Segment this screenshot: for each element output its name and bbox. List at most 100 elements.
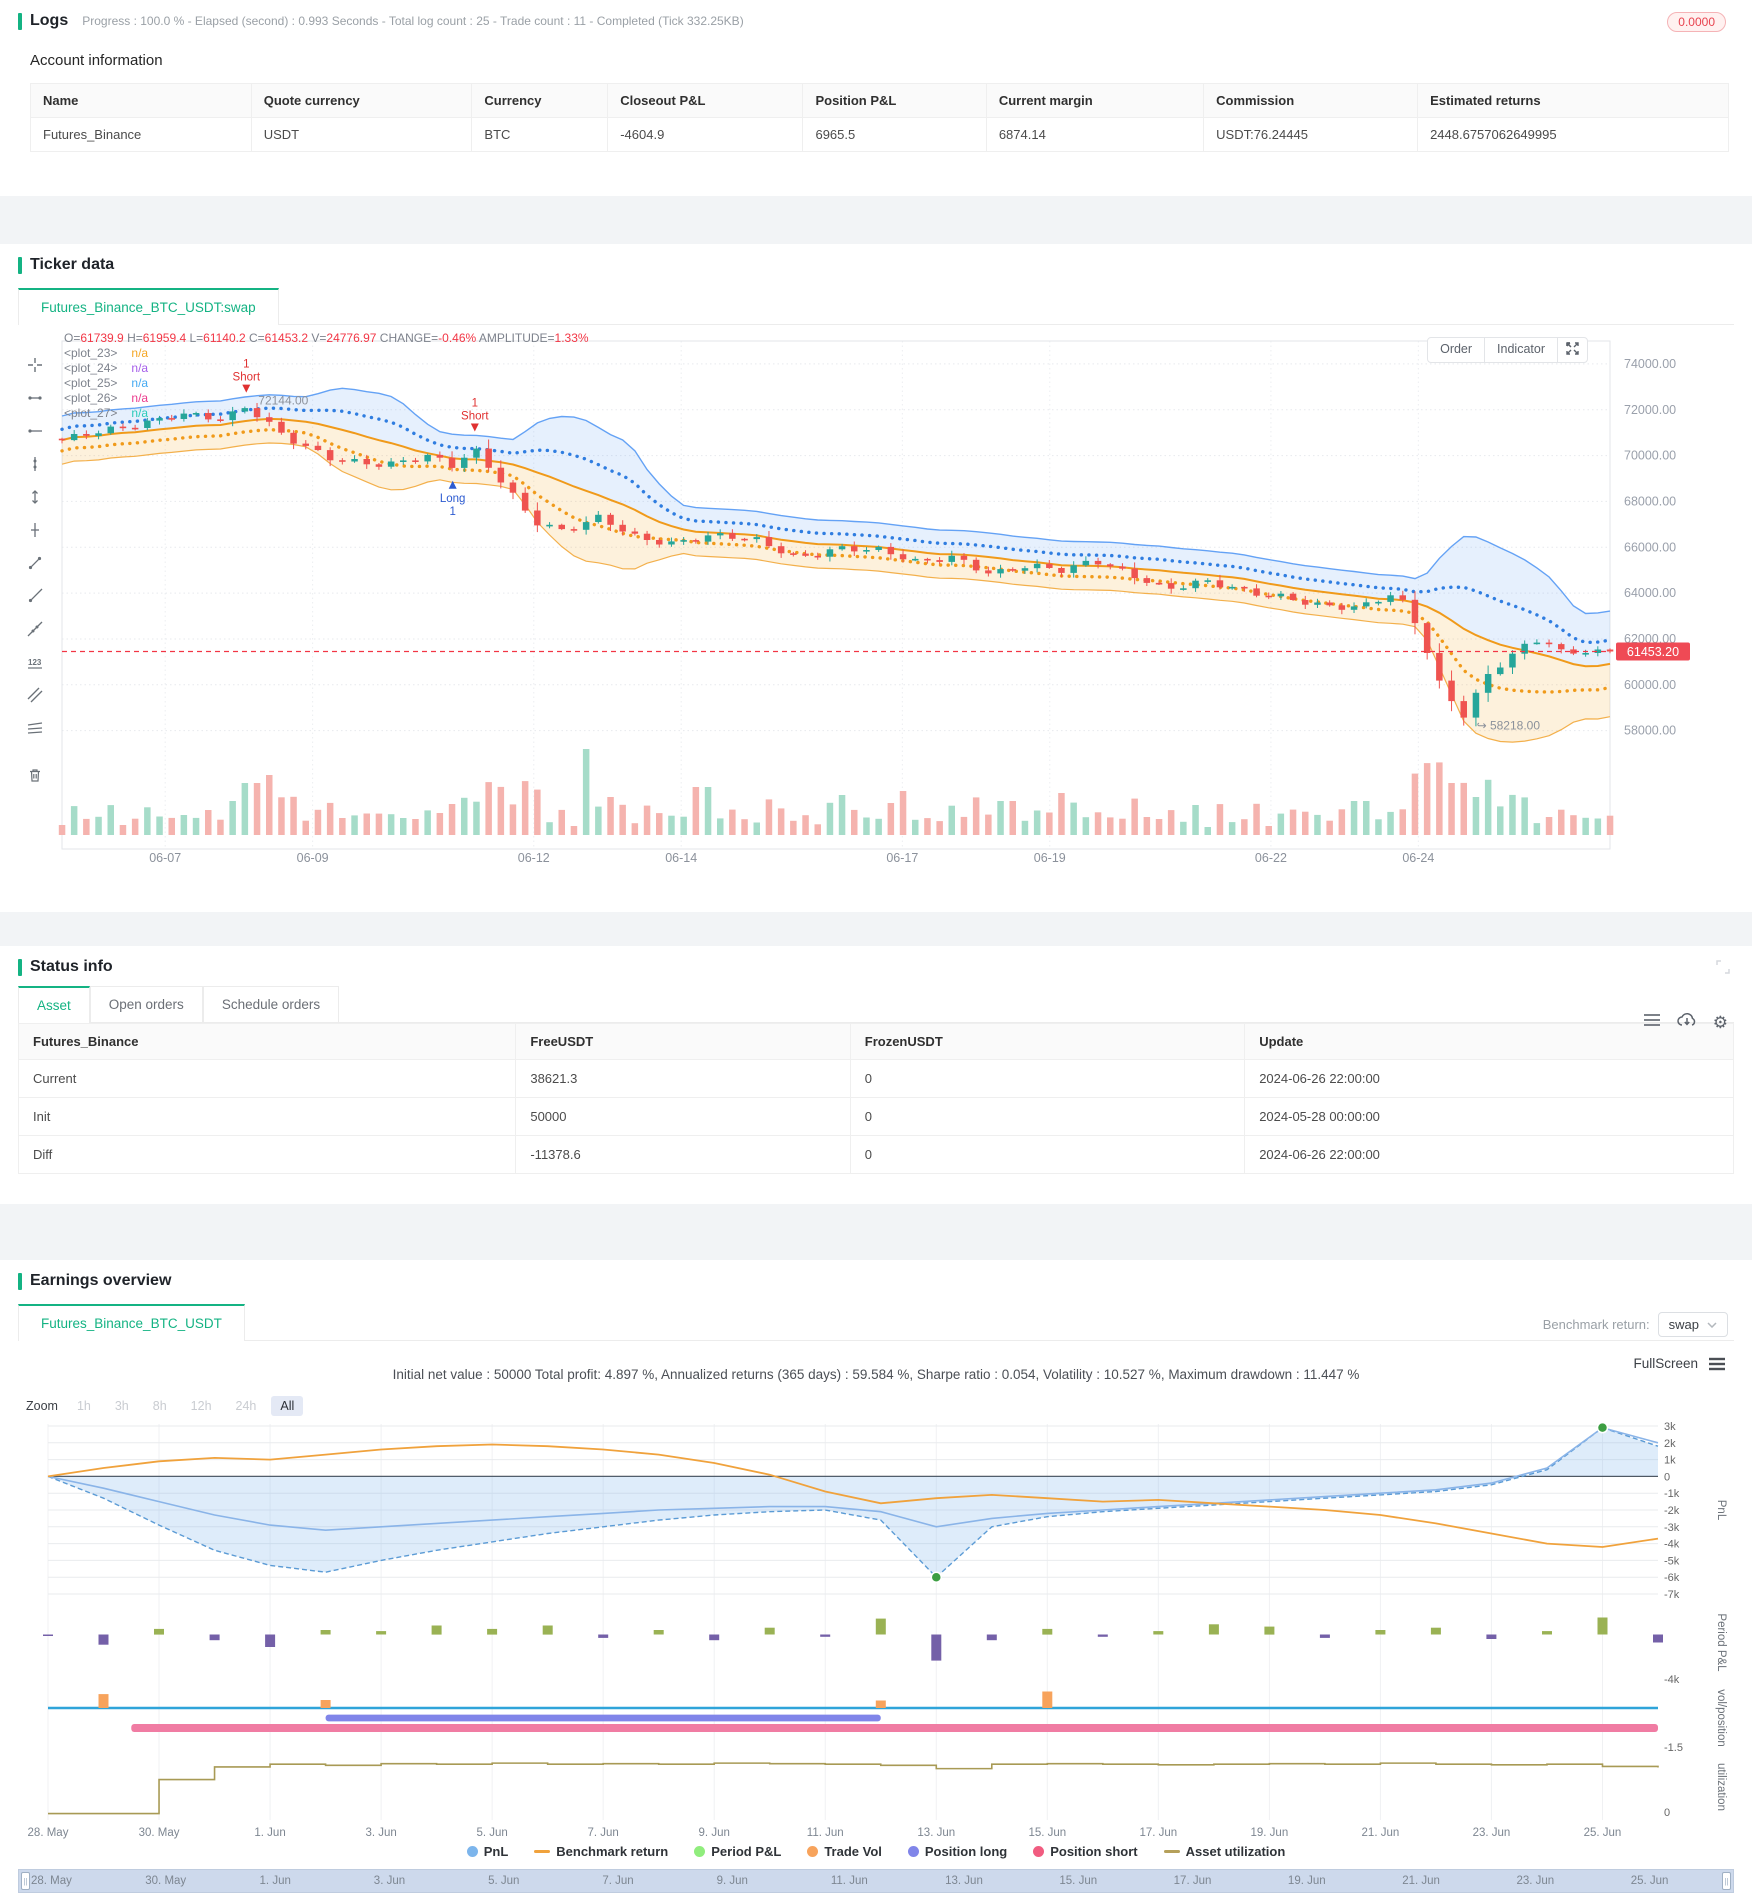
legend-label: Position short bbox=[1050, 1844, 1138, 1859]
cloud-download-icon[interactable] bbox=[1677, 1012, 1697, 1033]
extended-line-tool-icon[interactable] bbox=[24, 619, 46, 639]
col-header: Update bbox=[1244, 1023, 1734, 1060]
legend-item-period-p-l[interactable]: Period P&L bbox=[694, 1844, 781, 1859]
chart-navigator[interactable]: || 28. May 30. May 1. Jun 3. Jun 5. Jun 7. Ju… bbox=[18, 1869, 1734, 1893]
svg-text:61453.20: 61453.20 bbox=[1627, 645, 1679, 659]
parallel-channel-tool-icon[interactable] bbox=[24, 685, 46, 705]
earnings-overview-section: Earnings overview Futures_Binance_BTC_US… bbox=[0, 1260, 1752, 1898]
chart-expand-button[interactable] bbox=[1558, 338, 1587, 362]
ohlc-value: 1.33% bbox=[554, 331, 589, 345]
svg-text:3. Jun: 3. Jun bbox=[365, 1827, 396, 1839]
navigator-labels: 28. May 30. May 1. Jun 3. Jun 5. Jun 7. Jun 9.… bbox=[19, 1875, 1733, 1887]
svg-text:-6k: -6k bbox=[1664, 1572, 1680, 1584]
cell-closeout-pnl: -4604.9 bbox=[607, 117, 804, 152]
legend-marker-icon bbox=[807, 1846, 819, 1857]
plot-legend-row: <plot_27> n/a bbox=[64, 406, 149, 420]
tab-open-orders[interactable]: Open orders bbox=[89, 986, 203, 1022]
zoom-option-all[interactable]: All bbox=[271, 1396, 304, 1416]
cell-frozen-usdt: 0 bbox=[849, 1059, 1246, 1098]
logs-title: Logs bbox=[30, 12, 69, 29]
height-ruler-tool-icon[interactable] bbox=[24, 487, 46, 507]
legend-item-asset-utilization[interactable]: Asset utilization bbox=[1163, 1844, 1285, 1859]
svg-text:60000.00: 60000.00 bbox=[1624, 678, 1676, 692]
ohlc-label: C= bbox=[248, 331, 265, 345]
trend-line-tool-icon[interactable] bbox=[24, 553, 46, 573]
zoom-option-3h[interactable]: 3h bbox=[114, 1399, 129, 1413]
tab-asset[interactable]: Asset bbox=[18, 986, 90, 1023]
crosshair-tool-icon[interactable] bbox=[24, 355, 46, 375]
legend-label: Position long bbox=[924, 1844, 1008, 1859]
account-table: Name Quote currency Currency Closeout P&… bbox=[30, 83, 1729, 152]
legend-item-position-short[interactable]: Position short bbox=[1033, 1844, 1138, 1859]
fullscreen-button[interactable]: FullScreen bbox=[1633, 1356, 1726, 1371]
svg-text:Period P&L: Period P&L bbox=[1715, 1613, 1727, 1672]
navigator-left-handle[interactable]: || bbox=[21, 1872, 30, 1890]
zoom-option-12h[interactable]: 12h bbox=[190, 1399, 212, 1413]
navigator-date-label: 5. Jun bbox=[488, 1875, 520, 1887]
svg-text:utilization: utilization bbox=[1715, 1763, 1727, 1811]
col-header: Current margin bbox=[985, 83, 1205, 118]
tab-earnings-symbol[interactable]: Futures_Binance_BTC_USDT bbox=[18, 1304, 245, 1341]
svg-text:23. Jun: 23. Jun bbox=[1473, 1827, 1511, 1839]
navigator-date-label: 1. Jun bbox=[259, 1875, 291, 1887]
benchmark-return-label: Benchmark return: bbox=[1542, 1317, 1650, 1332]
order-button[interactable]: Order bbox=[1428, 338, 1486, 362]
navigator-right-handle[interactable]: || bbox=[1722, 1872, 1731, 1890]
svg-text:↪ 58218.00: ↪ 58218.00 bbox=[1477, 719, 1541, 733]
legend-marker-icon bbox=[907, 1846, 919, 1857]
status-info-title: Status info bbox=[30, 958, 113, 975]
svg-text:-4k: -4k bbox=[1664, 1674, 1680, 1686]
legend-marker-icon bbox=[466, 1846, 478, 1857]
fullscreen-label: FullScreen bbox=[1633, 1356, 1698, 1371]
trend-point-tool-icon[interactable] bbox=[24, 388, 46, 408]
indicator-button[interactable]: Indicator bbox=[1485, 338, 1558, 362]
tab-ticker-symbol[interactable]: Futures_Binance_BTC_USDT:swap bbox=[18, 288, 279, 325]
date-range-tool-icon[interactable] bbox=[24, 520, 46, 540]
zoom-option-8h[interactable]: 8h bbox=[152, 1399, 167, 1413]
svg-text:5. Jun: 5. Jun bbox=[476, 1827, 507, 1839]
cell-estimated-returns: 2448.6757062649995 bbox=[1417, 117, 1729, 152]
pattern-lines-tool-icon[interactable] bbox=[24, 718, 46, 738]
navigator-date-label: 30. May bbox=[145, 1875, 187, 1887]
tab-schedule-orders[interactable]: Schedule orders bbox=[202, 986, 340, 1022]
ray-line-tool-icon[interactable] bbox=[24, 586, 46, 606]
table-row-init: Init 50000 0 2024-05-28 00:00:00 bbox=[17, 1097, 1734, 1136]
zoom-option-1h[interactable]: 1h bbox=[76, 1399, 91, 1413]
legend-item-benchmark-return[interactable]: Benchmark return bbox=[534, 1844, 668, 1859]
vertical-line-tool-icon[interactable] bbox=[24, 454, 46, 474]
cell-free-usdt: -11378.6 bbox=[515, 1135, 851, 1174]
ticker-chart-svg[interactable]: 74000.00 72000.00 70000.00 68000.00 66000.00… bbox=[52, 329, 1732, 865]
col-header: Position P&L bbox=[802, 83, 987, 118]
svg-text:1k: 1k bbox=[1664, 1455, 1676, 1467]
zoom-option-24h[interactable]: 24h bbox=[235, 1399, 257, 1413]
menu-icon[interactable] bbox=[1643, 1013, 1661, 1032]
svg-text:06-17: 06-17 bbox=[886, 851, 918, 865]
logs-section: Logs Progress : 100.0 % - Elapsed (secon… bbox=[0, 0, 1752, 196]
navigator-date-label: 28. May bbox=[31, 1875, 72, 1887]
svg-text:-7k: -7k bbox=[1664, 1589, 1680, 1601]
legend-item-position-long[interactable]: Position long bbox=[907, 1844, 1008, 1859]
svg-text:72144.00: 72144.00 bbox=[258, 393, 308, 407]
status-info-section: Status info Asset Open orders Schedule o… bbox=[0, 946, 1752, 1204]
row-label-current[interactable]: Current bbox=[17, 1059, 517, 1098]
navigator-date-label: 7. Jun bbox=[602, 1875, 634, 1887]
earnings-chart-svg[interactable]: 28. May 30. May 1. Jun 3. Jun 5. Jun 7. Jun 9.… bbox=[18, 1418, 1730, 1842]
svg-text:62000.00: 62000.00 bbox=[1624, 632, 1676, 646]
ohlc-value: 24776.97 bbox=[326, 331, 380, 345]
delete-tool-icon[interactable] bbox=[24, 765, 46, 785]
collapse-icon[interactable] bbox=[1716, 960, 1730, 979]
ticker-data-section: Ticker data Futures_Binance_BTC_USDT:swa… bbox=[0, 244, 1752, 912]
legend-item-pnl[interactable]: PnL bbox=[466, 1844, 508, 1859]
legend-item-trade-vol[interactable]: Trade Vol bbox=[807, 1844, 882, 1859]
ticker-chart-area[interactable]: 123 O=61739.9 H=61959.4 L=61140.2 C=6145… bbox=[18, 329, 1734, 865]
horizontal-ray-tool-icon[interactable] bbox=[24, 421, 46, 441]
price-note-tool-icon[interactable]: 123 bbox=[24, 652, 46, 672]
svg-text:1: 1 bbox=[472, 398, 478, 410]
navigator-date-label: 13. Jun bbox=[945, 1875, 983, 1887]
ohlc-label: CHANGE= bbox=[379, 331, 439, 345]
zoom-controls: Zoom 1h 3h 8h 12h 24h All bbox=[26, 1396, 1734, 1416]
svg-text:-4k: -4k bbox=[1664, 1539, 1680, 1551]
status-badge: 0.0000 bbox=[1667, 12, 1726, 32]
benchmark-select[interactable]: swap bbox=[1657, 1312, 1728, 1337]
gear-icon[interactable]: ⚙ bbox=[1712, 1013, 1728, 1032]
